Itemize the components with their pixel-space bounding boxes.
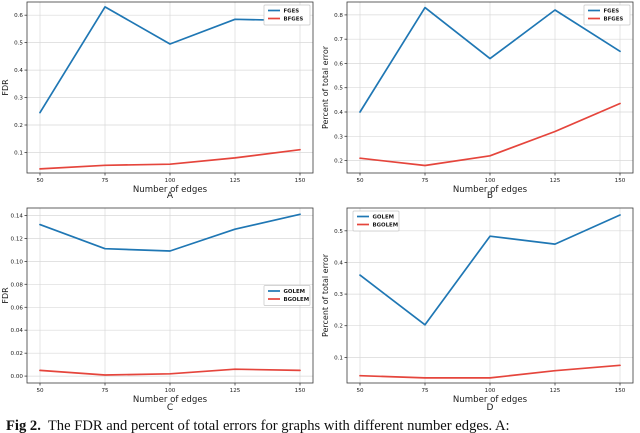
legend-entry-fges: FGES [604, 9, 620, 15]
legend: GOLEM BGOLEM [352, 210, 400, 232]
y-tick-label: 0.08 [11, 282, 24, 288]
subplot-c-chart: 50 75 100 125 150 0.00 0.02 0.04 0.06 0.08 0.10 0.1… [0, 202, 320, 414]
y-tick-label: 0.4 [14, 68, 23, 74]
x-axis-title: Number of edges [453, 395, 528, 405]
x-tick-label: 150 [295, 388, 306, 394]
legend: GOLEM BGOLEM [263, 285, 311, 306]
y-tick-label: 0.4 [334, 260, 343, 266]
x-tick-label: 75 [101, 388, 109, 394]
x-tick-label: 75 [421, 178, 429, 184]
legend: FGES BFGES [583, 4, 631, 26]
y-tick-label: 0.1 [334, 355, 343, 361]
subplot-cell-a: 50 75 100 125 150 0.1 0.2 0.3 0.4 0.5 0.6 FGES BFGES… [0, 0, 320, 202]
x-tick-label: 100 [485, 388, 496, 394]
figure-caption-number: Fig 2. [6, 418, 41, 433]
y-tick-label: 0.02 [11, 351, 23, 357]
subplot-grid: 50 75 100 125 150 0.1 0.2 0.3 0.4 0.5 0.6 FGES BFGES… [0, 0, 640, 414]
y-tick-label: 0.1 [14, 150, 23, 156]
legend-entry-bgolem: BGOLEM [284, 297, 310, 303]
y-tick-label: 0.3 [14, 96, 23, 102]
x-tick-label: 150 [615, 178, 626, 184]
legend-entry-golem: GOLEM [284, 289, 306, 295]
y-tick-label: 0.12 [11, 236, 23, 242]
x-axis-title: Number of edges [133, 395, 208, 405]
x-tick-label: 150 [615, 388, 626, 394]
y-tick-label: 0.4 [334, 110, 343, 116]
x-tick-label: 50 [356, 388, 364, 394]
legend-entry-fges: FGES [284, 9, 300, 15]
y-axis-title: Percent of total error [321, 45, 330, 129]
subplot-b-chart: 50 75 100 125 1500.20.30.40.50.60.70.8FGESBF… [320, 0, 640, 202]
plot-background [0, 202, 320, 414]
y-axis-title: Percent of total error [321, 253, 330, 337]
x-tick-label: 100 [165, 178, 176, 184]
subplot-d-chart: 50 75 100 125 150 0.1 0.2 0.3 0.4 0.5 GOLEM BGOLEM P… [320, 202, 640, 414]
subplot-letter: C [167, 403, 173, 413]
subplot-cell-c: 50 75 100 125 150 0.00 0.02 0.04 0.06 0.08 0.10 0.1… [0, 202, 320, 414]
series-line-bfges [359, 102, 621, 167]
legend: FGES BFGES [263, 4, 311, 26]
y-tick-label: 0.06 [11, 305, 24, 311]
series-line-bfges [39, 148, 301, 170]
series-line-fges [359, 6, 621, 113]
subplot-letter: D [487, 403, 494, 413]
subplot-letter: B [487, 191, 493, 201]
legend-entry-bgolem: BGOLEM [373, 223, 399, 229]
x-tick-label: 100 [165, 388, 176, 394]
series-line-golem [359, 214, 621, 326]
figure-caption: Fig 2. The FDR and percent of total error… [6, 417, 638, 433]
plot-background [320, 0, 640, 202]
x-tick-label: 75 [101, 178, 109, 184]
y-tick-label: 0.3 [334, 134, 343, 140]
legend-entry-bfges: BFGES [284, 17, 304, 23]
y-tick-label: 0.7 [334, 37, 343, 43]
subplot-cell-d: 50 75 100 125 150 0.1 0.2 0.3 0.4 0.5 GOLEM BGOLEM P… [320, 202, 640, 414]
y-tick-label: 0.00 [11, 374, 24, 380]
x-tick-label: 75 [421, 388, 429, 394]
y-tick-label: 0.5 [334, 229, 343, 235]
x-tick-label: 125 [550, 178, 561, 184]
y-tick-label: 0.2 [334, 324, 343, 330]
x-tick-label: 100 [485, 178, 496, 184]
figure-caption-text: The FDR and percent of total errors for … [47, 418, 510, 433]
x-tick-label: 125 [230, 388, 241, 394]
y-tick-label: 0.3 [334, 292, 343, 298]
series-line-fges [39, 6, 301, 114]
x-tick-label: 125 [230, 178, 241, 184]
series-line-bgolem [359, 364, 621, 379]
y-tick-label: 0.10 [11, 259, 24, 265]
legend-entry-bfges: BFGES [604, 17, 624, 23]
y-tick-label: 0.8 [334, 13, 343, 19]
x-tick-label: 50 [36, 388, 44, 394]
x-tick-label: 50 [36, 178, 44, 184]
y-tick-label: 0.5 [14, 41, 23, 47]
series-line-golem [39, 213, 301, 252]
y-tick-label: 0.5 [334, 86, 343, 92]
y-tick-label: 0.2 [14, 123, 23, 129]
subplot-cell-b: 50 75 100 125 150 0.2 0.3 0.4 0.5 0.6 0.7 0.8 FGES BF… [320, 0, 640, 202]
y-tick-label: 0.2 [334, 159, 343, 165]
x-tick-label: 125 [550, 388, 561, 394]
x-tick-label: 150 [295, 178, 306, 184]
x-axis-title: Number of edges [453, 185, 528, 195]
series-line-bgolem [39, 368, 301, 376]
y-axis-title: FDR [1, 287, 10, 304]
plot-background [320, 202, 640, 414]
subplot-a-chart: 50 75 100 125 150 0.1 0.2 0.3 0.4 0.5 0.6 FGES BFGES… [0, 0, 320, 202]
y-tick-label: 0.14 [11, 214, 24, 220]
y-tick-label: 0.6 [14, 13, 23, 19]
subplot-letter: A [167, 191, 174, 201]
x-axis-title: Number of edges [133, 185, 208, 195]
y-tick-label: 0.6 [334, 62, 343, 68]
y-tick-label: 0.04 [11, 328, 24, 334]
x-tick-label: 50 [356, 178, 364, 184]
legend-entry-golem: GOLEM [373, 215, 395, 221]
y-axis-title: FDR [1, 79, 10, 96]
